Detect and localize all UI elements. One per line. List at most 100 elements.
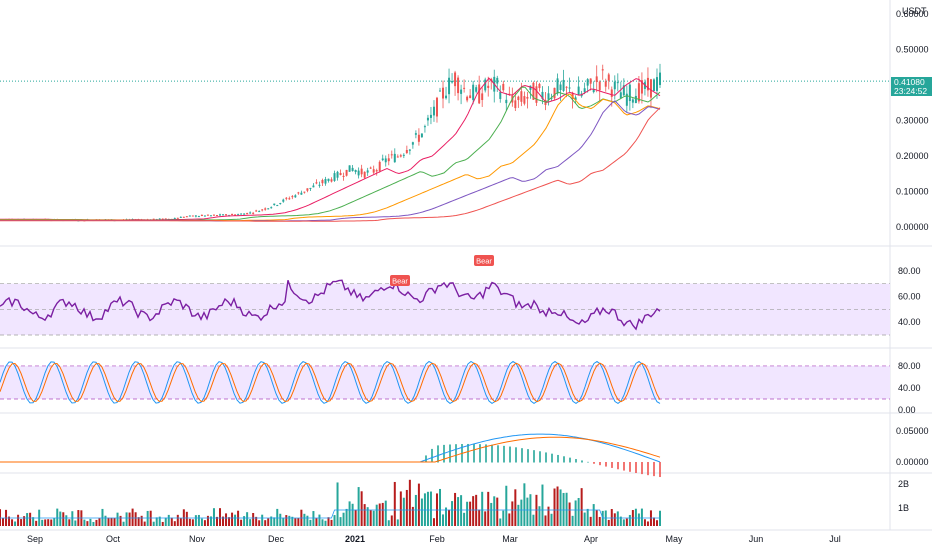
volume-bar [360, 491, 363, 526]
volume-bar [429, 491, 432, 526]
volume-bar [634, 508, 637, 526]
volume-bar [586, 508, 589, 526]
macd-histogram-bar [431, 448, 433, 463]
signal-line [0, 436, 661, 463]
volume-bar [577, 497, 580, 526]
rsi-line [0, 279, 661, 331]
candle-body [411, 142, 414, 145]
candle-body [279, 203, 282, 205]
candle-body [592, 89, 595, 93]
volume-bar [348, 501, 351, 526]
volume-bar [185, 511, 188, 526]
candle-body [240, 213, 243, 215]
candle-body [378, 161, 381, 172]
macd-histogram-bar [617, 462, 619, 470]
volume-bar [98, 518, 101, 526]
volume-bar [276, 508, 279, 526]
candle-body [258, 211, 261, 213]
candle-body [429, 114, 432, 118]
candle-body [164, 218, 167, 220]
candle-body [318, 184, 321, 186]
price-pane[interactable] [0, 63, 890, 222]
volume-bar [475, 494, 478, 526]
volume-bar [324, 520, 327, 526]
volume-bar [321, 519, 324, 526]
candle-body [526, 96, 529, 99]
candle-body [646, 77, 649, 91]
time-label: Oct [106, 534, 121, 544]
candle-body [442, 87, 445, 99]
volume-bar [345, 508, 348, 526]
volume-bar [261, 514, 264, 526]
volume-bar [155, 517, 158, 526]
time-label: Mar [502, 534, 518, 544]
macd-line [0, 433, 661, 463]
candle-body [182, 216, 185, 218]
candle-body [345, 169, 348, 176]
candle-body [640, 80, 643, 94]
candle-body [589, 78, 592, 84]
candle-body [520, 91, 523, 102]
volume-bar [86, 521, 89, 526]
macd-pane[interactable] [0, 433, 661, 478]
candle-body [622, 85, 625, 96]
volume-bar [8, 516, 11, 526]
volume-bar [282, 517, 285, 526]
candle-body [324, 179, 327, 184]
volume-bar [439, 488, 441, 526]
volume-bar [595, 510, 598, 526]
volume-bar [146, 510, 149, 526]
candle-body [505, 99, 508, 104]
volume-bar [243, 516, 246, 526]
candle-body [432, 106, 435, 116]
macd-histogram-bar [437, 445, 439, 463]
volume-bar [116, 512, 119, 526]
candle-body [523, 96, 526, 104]
volume-bar [140, 515, 143, 526]
candle-body [330, 179, 333, 182]
candle-body [538, 83, 541, 89]
stoch-pane[interactable] [0, 360, 890, 405]
volume-bar [2, 518, 5, 526]
candle-body [243, 213, 246, 215]
candle-body [294, 195, 297, 198]
volume-axis: 1B 2B [898, 479, 909, 513]
candle-body [384, 158, 387, 163]
candle-body [291, 196, 294, 198]
volume-bar [511, 501, 514, 526]
candle-body [496, 77, 499, 84]
stoch-tick: 0.00 [898, 405, 916, 415]
volume-bar [342, 512, 345, 526]
rsi-pane[interactable]: Bear Bear [0, 255, 890, 336]
rsi-tick: 60.00 [898, 292, 921, 302]
macd-histogram-bar [497, 445, 499, 463]
macd-histogram-bar [653, 462, 655, 477]
macd-histogram-bar [467, 443, 469, 463]
stoch-tick: 40.00 [898, 383, 921, 393]
candle-body [215, 215, 218, 217]
volume-bar [460, 495, 463, 526]
candle-body [360, 168, 363, 175]
volume-bar [445, 507, 448, 526]
macd-histogram-bar [449, 444, 451, 463]
candle-body [532, 82, 535, 100]
moving-average-line [0, 100, 661, 222]
candle-body [408, 149, 411, 151]
currency-label: USDT [902, 6, 927, 16]
volume-bar [622, 519, 625, 526]
volume-pane[interactable] [0, 479, 661, 526]
volume-ma-line [0, 509, 660, 519]
macd-histogram-bar [527, 449, 529, 463]
bear-label: Bear [476, 257, 492, 266]
volume-bar [131, 508, 134, 526]
volume-bar [402, 497, 405, 526]
candle-body [270, 207, 273, 209]
volume-bar [457, 497, 460, 526]
macd-histogram-bar [455, 444, 457, 463]
macd-histogram-bar [557, 454, 559, 463]
volume-bar [167, 514, 170, 526]
candle-body [200, 214, 203, 216]
volume-bar [279, 513, 282, 526]
volume-bar [219, 508, 221, 526]
